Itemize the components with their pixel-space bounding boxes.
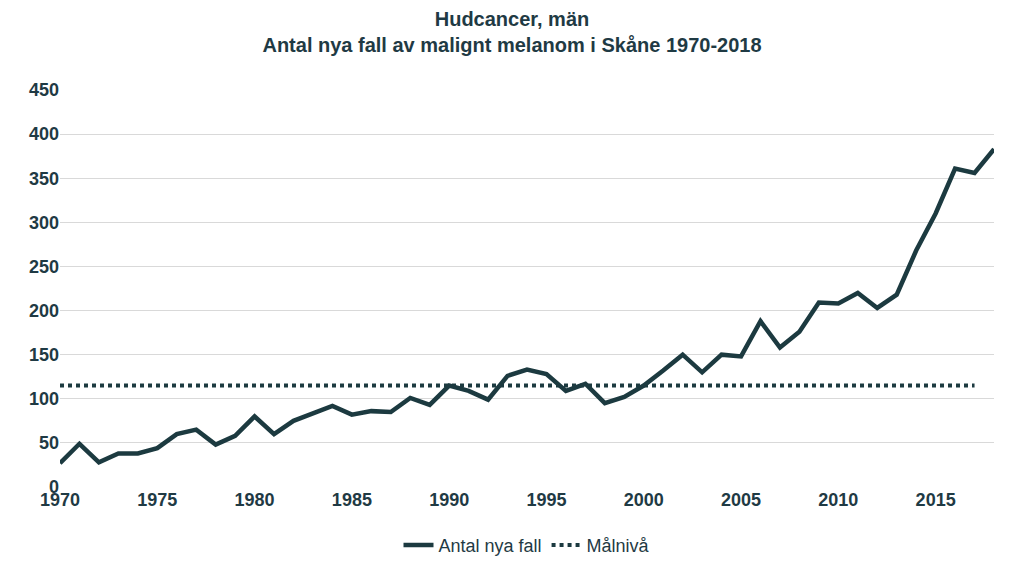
svg-text:350: 350 [29,169,59,189]
svg-text:Hudcancer, mänAntal nya fall a: Hudcancer, mänAntal nya fall av malignt … [262,8,761,56]
svg-text:50: 50 [39,433,59,453]
svg-text:1995: 1995 [526,490,566,510]
svg-text:0: 0 [49,477,59,497]
svg-text:150: 150 [29,345,59,365]
svg-text:2015: 2015 [916,490,956,510]
svg-text:1990: 1990 [429,490,469,510]
svg-text:Målnivå: Målnivå [587,536,650,556]
svg-text:200: 200 [29,301,59,321]
svg-text:1985: 1985 [332,490,372,510]
svg-text:250: 250 [29,257,59,277]
svg-text:300: 300 [29,213,59,233]
svg-text:1980: 1980 [235,490,275,510]
svg-text:450: 450 [29,80,59,100]
svg-text:400: 400 [29,124,59,144]
svg-text:100: 100 [29,389,59,409]
svg-text:Antal nya fall: Antal nya fall [439,536,542,556]
svg-text:2000: 2000 [624,490,664,510]
svg-text:2010: 2010 [818,490,858,510]
svg-text:1970: 1970 [40,490,80,510]
svg-text:1975: 1975 [137,490,177,510]
svg-text:2005: 2005 [721,490,761,510]
